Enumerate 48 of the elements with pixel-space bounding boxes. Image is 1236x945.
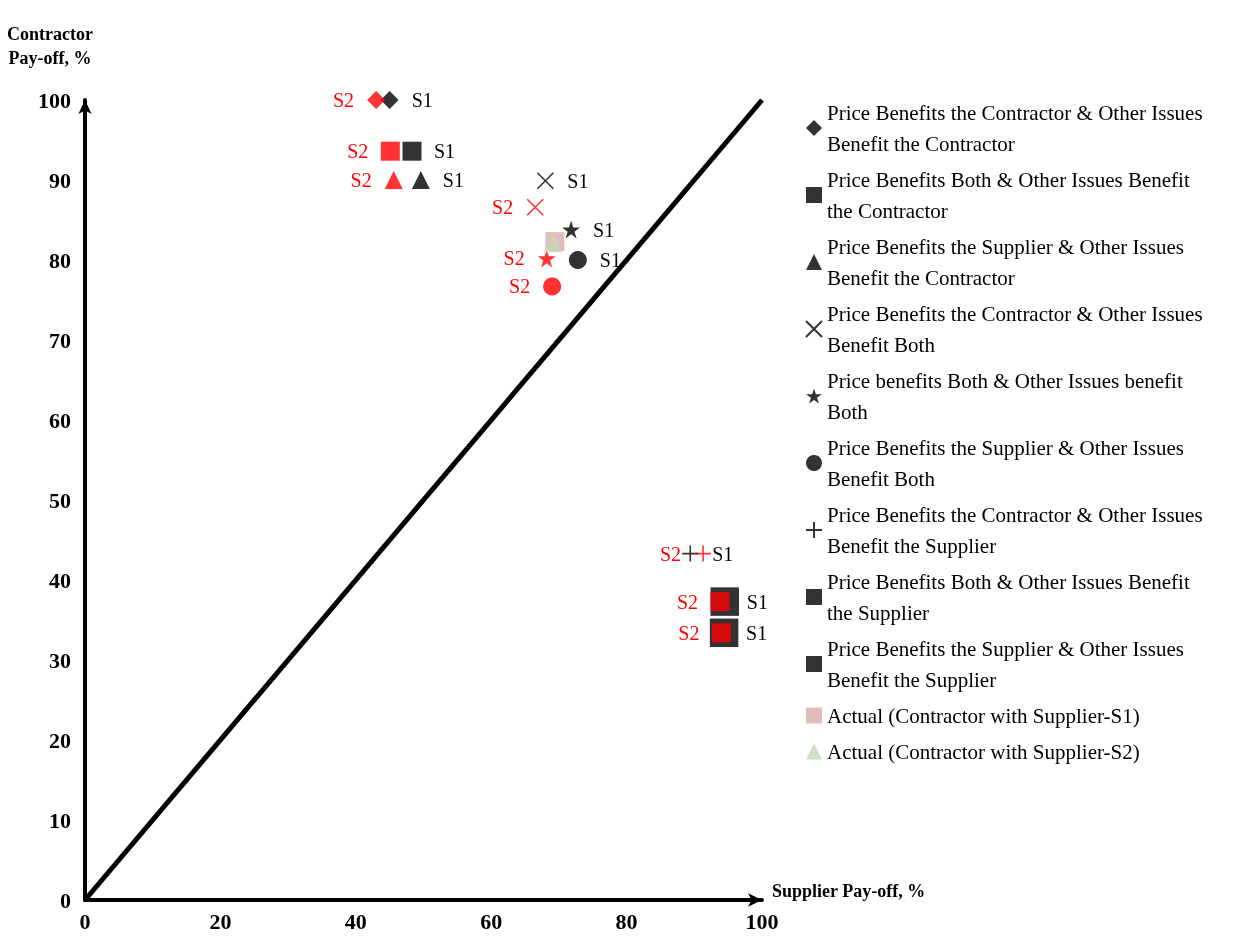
annotation: S2	[503, 247, 525, 270]
y-tick-label: 90	[49, 167, 71, 193]
y-tick-label: 50	[49, 487, 71, 513]
x-tick-label: 80	[615, 908, 638, 934]
y-tick-label: 100	[38, 87, 71, 113]
annotation: S1	[442, 169, 464, 191]
annotation: S1	[411, 89, 433, 111]
x-axis-title: Supplier Pay-off, %	[772, 881, 926, 901]
annotation: S2	[659, 542, 682, 565]
legend-label: Actual (Contractor with Supplier-S2)	[827, 739, 1140, 764]
legend-label: Price Benefits the Supplier & Other Issues Benefit Both	[827, 435, 1190, 491]
annotation: S1	[746, 621, 768, 644]
x-tick-label: 40	[344, 908, 367, 934]
y-tick-label: 0	[60, 887, 71, 913]
legend-label: Price Benefits Both & Other Issues Benefit the Contractor	[827, 167, 1196, 223]
y-tick-label: 80	[49, 247, 71, 273]
x-tick-label: 20	[209, 908, 232, 934]
legend-label: Price Benefits the Supplier & Other Issues Benefit the Contractor	[827, 234, 1190, 290]
annotation: S1	[433, 140, 456, 163]
annotation: S1	[599, 249, 621, 271]
annotation: S1	[746, 590, 768, 613]
annotation: S2	[350, 169, 372, 191]
y-axis-title: Contractor Pay-off, %	[7, 24, 93, 68]
annotation: S1	[593, 218, 615, 241]
annotation: S2	[509, 275, 531, 298]
y-tick-label: 60	[49, 407, 71, 433]
legend-label: Price Benefits the Contractor & Other Issues Benefit the Supplier	[827, 502, 1208, 558]
legend-label: Price Benefits the Supplier & Other Issues Benefit the Supplier	[827, 636, 1190, 692]
y-tick-label: 10	[49, 807, 71, 833]
annotation: S2	[676, 590, 699, 613]
annotation: S2	[492, 196, 514, 219]
legend-label: Actual (Contractor with Supplier-S1)	[827, 703, 1140, 728]
y-tick-label: 40	[49, 567, 71, 593]
legend-label: Price Benefits the Contractor & Other Issues Benefit Both	[827, 301, 1208, 357]
legend-label: Price Benefits Both & Other Issues Benefit the Supplier	[827, 569, 1196, 625]
y-tick-label: 30	[49, 647, 71, 673]
y-tick-label: 70	[49, 327, 71, 353]
annotation: S2	[678, 621, 700, 644]
annotation: S1	[567, 169, 589, 192]
x-tick-label: 100	[745, 908, 779, 934]
x-tick-label: 60	[480, 908, 503, 934]
annotation: S2	[332, 89, 355, 111]
annotation: S2	[347, 140, 369, 163]
legend-label: Price benefits Both & Other Issues benefit Both	[827, 368, 1188, 424]
legend-label: Price Benefits the Contractor & Other Issues Benefit the Contractor	[827, 100, 1208, 156]
y-tick-label: 20	[49, 727, 71, 753]
x-tick-label: 0	[79, 908, 91, 934]
annotation: S1	[712, 542, 734, 565]
